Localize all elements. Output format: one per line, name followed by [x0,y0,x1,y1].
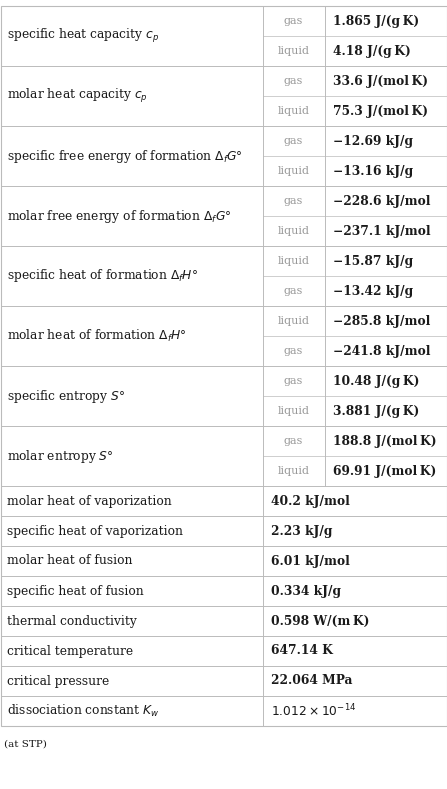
Text: liquid: liquid [278,46,310,56]
Text: gas: gas [284,136,304,146]
Text: specific heat of fusion: specific heat of fusion [7,585,144,597]
Text: (at STP): (at STP) [4,740,47,749]
Text: thermal conductivity: thermal conductivity [7,615,137,627]
Text: −12.69 kJ/g: −12.69 kJ/g [333,134,413,148]
Text: −241.8 kJ/mol: −241.8 kJ/mol [333,345,430,357]
Text: −228.6 kJ/mol: −228.6 kJ/mol [333,195,430,208]
Text: −15.87 kJ/g: −15.87 kJ/g [333,255,413,267]
Text: molar heat capacity $c_p$: molar heat capacity $c_p$ [7,87,148,105]
Text: 75.3 J/(mol K): 75.3 J/(mol K) [333,104,427,118]
Text: 0.598 W/(m K): 0.598 W/(m K) [271,615,369,627]
Text: gas: gas [284,196,304,206]
Text: specific heat of formation $\Delta_f H°$: specific heat of formation $\Delta_f H°$ [7,267,198,285]
Text: 33.6 J/(mol K): 33.6 J/(mol K) [333,74,427,88]
Text: 6.01 kJ/mol: 6.01 kJ/mol [271,555,350,567]
Text: gas: gas [284,286,304,296]
Text: specific free energy of formation $\Delta_f G°$: specific free energy of formation $\Delt… [7,148,243,164]
Text: liquid: liquid [278,316,310,326]
Text: 188.8 J/(mol K): 188.8 J/(mol K) [333,435,436,447]
Text: specific heat capacity $c_p$: specific heat capacity $c_p$ [7,27,159,45]
Text: 1.865 J/(g K): 1.865 J/(g K) [333,14,419,28]
Text: dissociation constant $K_w$: dissociation constant $K_w$ [7,703,159,719]
Text: 4.18 J/(g K): 4.18 J/(g K) [333,44,410,58]
Text: 2.23 kJ/g: 2.23 kJ/g [271,525,332,537]
Text: molar heat of formation $\Delta_f H°$: molar heat of formation $\Delta_f H°$ [7,328,187,344]
Text: 22.064 MPa: 22.064 MPa [271,675,352,687]
Text: gas: gas [284,16,304,26]
Text: gas: gas [284,76,304,86]
Text: −13.42 kJ/g: −13.42 kJ/g [333,285,413,297]
Text: liquid: liquid [278,256,310,266]
Text: 40.2 kJ/mol: 40.2 kJ/mol [271,495,350,507]
Text: 0.334 kJ/g: 0.334 kJ/g [271,585,341,597]
Text: gas: gas [284,376,304,386]
Text: gas: gas [284,436,304,446]
Text: critical pressure: critical pressure [7,675,109,687]
Text: −13.16 kJ/g: −13.16 kJ/g [333,164,413,178]
Text: liquid: liquid [278,226,310,236]
Text: liquid: liquid [278,466,310,476]
Text: $1.012\times10^{-14}$: $1.012\times10^{-14}$ [271,703,356,720]
Text: 647.14 K: 647.14 K [271,645,333,657]
Text: −237.1 kJ/mol: −237.1 kJ/mol [333,225,430,237]
Text: molar heat of fusion: molar heat of fusion [7,555,132,567]
Text: molar free energy of formation $\Delta_f G°$: molar free energy of formation $\Delta_f… [7,208,232,225]
Text: liquid: liquid [278,106,310,116]
Text: 69.91 J/(mol K): 69.91 J/(mol K) [333,465,436,477]
Text: −285.8 kJ/mol: −285.8 kJ/mol [333,315,430,327]
Text: molar heat of vaporization: molar heat of vaporization [7,495,172,507]
Text: liquid: liquid [278,166,310,176]
Text: critical temperature: critical temperature [7,645,133,657]
Text: liquid: liquid [278,406,310,416]
Text: molar entropy $S°$: molar entropy $S°$ [7,447,114,465]
Text: 3.881 J/(g K): 3.881 J/(g K) [333,405,419,417]
Text: gas: gas [284,346,304,356]
Text: specific entropy $S°$: specific entropy $S°$ [7,387,125,405]
Text: 10.48 J/(g K): 10.48 J/(g K) [333,375,419,387]
Text: specific heat of vaporization: specific heat of vaporization [7,525,183,537]
